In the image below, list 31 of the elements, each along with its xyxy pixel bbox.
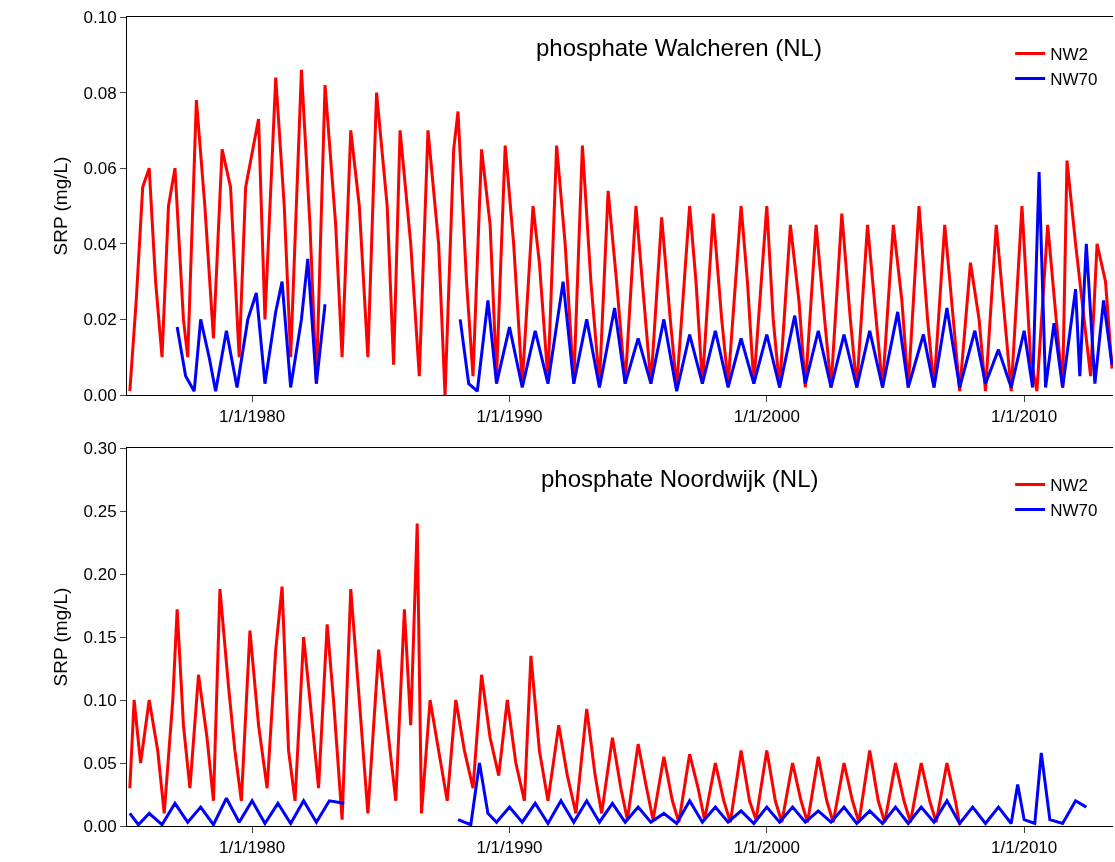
y-tick-label: 0.00 — [83, 385, 117, 405]
y-axis-title: SRP (mg/L) — [50, 156, 72, 256]
x-tick-label: 1/1/1980 — [219, 838, 286, 858]
x-tick-label: 1/1/1980 — [219, 407, 286, 427]
x-tick-label: 1/1/2000 — [733, 838, 800, 858]
legend-label: NW70 — [1050, 70, 1098, 90]
x-tick-label: 1/1/2010 — [991, 838, 1058, 858]
y-tick-label: 0.10 — [83, 7, 117, 27]
y-tick-label: 0.06 — [83, 159, 117, 179]
text: phosphate Walcheren (NL) — [536, 34, 822, 61]
y-tick-label: 0.20 — [83, 564, 117, 584]
y-tick-label: 0.25 — [83, 501, 117, 521]
y-tick-label: 0.08 — [83, 83, 117, 103]
text: phosphate Noordwijk (NL) — [541, 465, 819, 492]
x-tick-label: 1/1/2010 — [991, 407, 1058, 427]
x-tick-label: 1/1/1990 — [476, 407, 543, 427]
y-tick-label: 0.04 — [83, 234, 117, 254]
y-tick-label: 0.30 — [83, 438, 117, 458]
y-tick-label: 0.00 — [83, 816, 117, 836]
y-tick-label: 0.02 — [83, 310, 117, 330]
y-axis-title: SRP (mg/L) — [50, 587, 72, 687]
legend-label: NW70 — [1050, 501, 1098, 521]
y-tick-label: 0.10 — [83, 690, 117, 710]
y-tick-label: 0.05 — [83, 753, 117, 773]
legend-label: NW2 — [1050, 45, 1088, 65]
line-series — [128, 68, 1113, 395]
legend-label: NW2 — [1050, 476, 1088, 496]
y-tick-label: 0.15 — [83, 627, 117, 647]
x-tick-label: 1/1/1990 — [476, 838, 543, 858]
x-tick-label: 1/1/2000 — [733, 407, 800, 427]
line-series — [128, 522, 962, 826]
